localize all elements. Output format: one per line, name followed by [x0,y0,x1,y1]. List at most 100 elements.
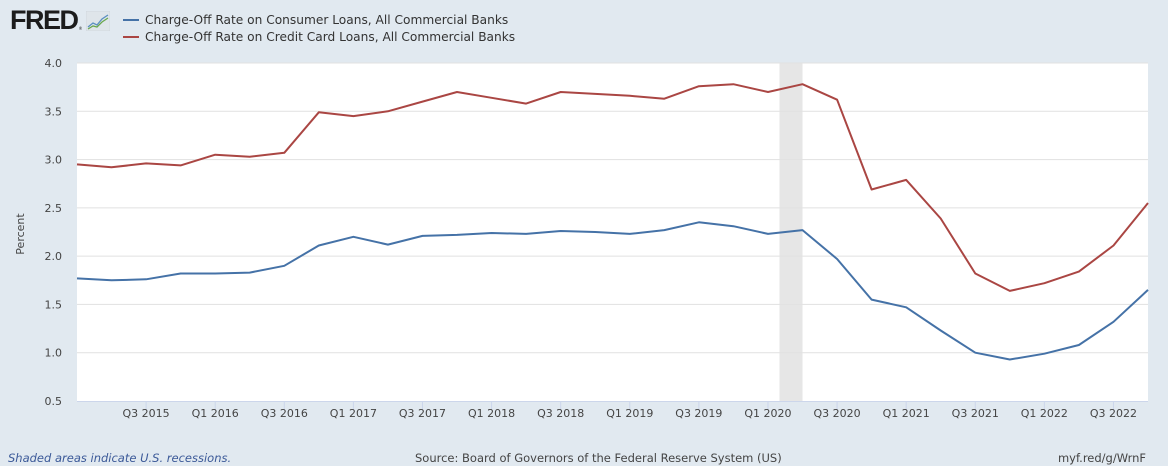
x-tick-label: Q1 2022 [1021,407,1068,420]
x-tick-label: Q1 2020 [744,407,791,420]
data-point-credit-card-loans[interactable] [1040,279,1048,287]
x-tick-label: Q1 2021 [883,407,930,420]
legend-swatch-consumer [123,18,139,21]
x-tick-label: Q3 2020 [813,407,860,420]
data-point-credit-card-loans[interactable] [591,90,599,98]
data-point-credit-card-loans[interactable] [868,186,876,194]
data-point-consumer-loans[interactable] [453,231,461,239]
data-point-credit-card-loans[interactable] [833,96,841,104]
data-point-credit-card-loans[interactable] [522,100,530,108]
data-point-consumer-loans[interactable] [177,270,185,278]
data-point-credit-card-loans[interactable] [557,88,565,96]
data-point-credit-card-loans[interactable] [211,151,219,159]
x-tick-label: Q1 2019 [606,407,653,420]
data-point-consumer-loans[interactable] [73,274,81,282]
data-point-consumer-loans[interactable] [280,262,288,270]
data-point-credit-card-loans[interactable] [73,160,81,168]
data-point-credit-card-loans[interactable] [695,82,703,90]
series-line-consumer-loans[interactable] [76,221,1149,361]
data-point-credit-card-loans[interactable] [1109,242,1117,250]
data-point-consumer-loans[interactable] [488,229,496,237]
data-point-credit-card-loans[interactable] [246,153,254,161]
x-tick-label: Q3 2016 [261,407,308,420]
data-point-credit-card-loans[interactable] [729,80,737,88]
y-tick-label: 4.0 [45,57,63,70]
legend-swatch-credit-card [123,35,139,38]
y-tick-label: 0.5 [45,395,63,408]
data-point-consumer-loans[interactable] [1144,286,1152,294]
data-point-consumer-loans[interactable] [142,275,150,283]
recession-note: Shaded areas indicate U.S. recessions. [8,451,232,465]
data-point-consumer-loans[interactable] [660,226,668,234]
data-point-consumer-loans[interactable] [591,228,599,236]
data-point-credit-card-loans[interactable] [764,88,772,96]
data-point-consumer-loans[interactable] [695,218,703,226]
data-point-consumer-loans[interactable] [902,303,910,311]
chart-header: FRED ® Charge-Off Rate on Consumer Loans… [0,0,1168,50]
y-tick-label: 2.0 [45,250,63,263]
data-point-consumer-loans[interactable] [971,349,979,357]
data-point-credit-card-loans[interactable] [902,176,910,184]
data-point-consumer-loans[interactable] [384,241,392,249]
y-tick-label: 1.0 [45,347,63,360]
data-point-credit-card-loans[interactable] [108,163,116,171]
fred-logo-text: FRED [10,5,79,35]
data-point-credit-card-loans[interactable] [971,270,979,278]
data-point-credit-card-loans[interactable] [418,98,426,106]
data-point-credit-card-loans[interactable] [937,214,945,222]
data-point-credit-card-loans[interactable] [1144,199,1152,207]
short-link[interactable]: myf.red/g/WrnF [1057,451,1146,465]
data-point-consumer-loans[interactable] [729,222,737,230]
data-point-credit-card-loans[interactable] [177,161,185,169]
x-tick-label: Q1 2017 [330,407,377,420]
data-point-consumer-loans[interactable] [349,233,357,241]
x-tick-label: Q1 2016 [192,407,239,420]
data-point-consumer-loans[interactable] [764,230,772,238]
data-point-credit-card-loans[interactable] [1006,287,1014,295]
data-point-consumer-loans[interactable] [557,227,565,235]
data-point-credit-card-loans[interactable] [280,149,288,157]
data-point-credit-card-loans[interactable] [315,108,323,116]
x-tick-label: Q1 2018 [468,407,515,420]
registered-mark: ® [78,26,83,31]
data-point-consumer-loans[interactable] [799,226,807,234]
data-point-credit-card-loans[interactable] [488,94,496,102]
data-point-consumer-loans[interactable] [418,232,426,240]
data-point-consumer-loans[interactable] [522,230,530,238]
data-point-consumer-loans[interactable] [211,270,219,278]
data-point-credit-card-loans[interactable] [453,88,461,96]
legend-item-credit-card-loans[interactable]: Charge-Off Rate on Credit Card Loans, Al… [123,28,515,45]
data-point-consumer-loans[interactable] [1075,341,1083,349]
fred-logo[interactable]: FRED ® [10,7,110,34]
data-point-consumer-loans[interactable] [315,242,323,250]
x-tick-label: Q3 2019 [675,407,722,420]
x-tick-label: Q3 2022 [1090,407,1137,420]
chart-legend: Charge-Off Rate on Consumer Loans, All C… [123,11,515,45]
legend-label: Charge-Off Rate on Credit Card Loans, Al… [145,29,516,44]
data-point-credit-card-loans[interactable] [384,107,392,115]
fred-graph-icon [85,10,110,31]
series-line-credit-card-loans[interactable] [76,83,1149,292]
data-point-consumer-loans[interactable] [1109,318,1117,326]
data-point-consumer-loans[interactable] [1006,355,1014,363]
legend-item-consumer-loans[interactable]: Charge-Off Rate on Consumer Loans, All C… [123,11,515,28]
data-point-credit-card-loans[interactable] [660,95,668,103]
x-tick-label: Q3 2018 [537,407,584,420]
data-point-credit-card-loans[interactable] [626,92,634,100]
data-point-credit-card-loans[interactable] [349,112,357,120]
data-point-credit-card-loans[interactable] [799,80,807,88]
data-point-consumer-loans[interactable] [833,255,841,263]
data-point-consumer-loans[interactable] [108,276,116,284]
source-text: Source: Board of Governors of the Federa… [415,451,782,465]
data-point-credit-card-loans[interactable] [142,159,150,167]
x-tick-label: Q3 2021 [952,407,999,420]
legend-label: Charge-Off Rate on Consumer Loans, All C… [145,12,509,27]
data-point-consumer-loans[interactable] [246,269,254,277]
data-point-consumer-loans[interactable] [937,327,945,335]
data-point-credit-card-loans[interactable] [1075,268,1083,276]
data-point-consumer-loans[interactable] [868,296,876,304]
x-tick-label: Q3 2017 [399,407,446,420]
data-point-consumer-loans[interactable] [1040,350,1048,358]
data-point-consumer-loans[interactable] [626,230,634,238]
